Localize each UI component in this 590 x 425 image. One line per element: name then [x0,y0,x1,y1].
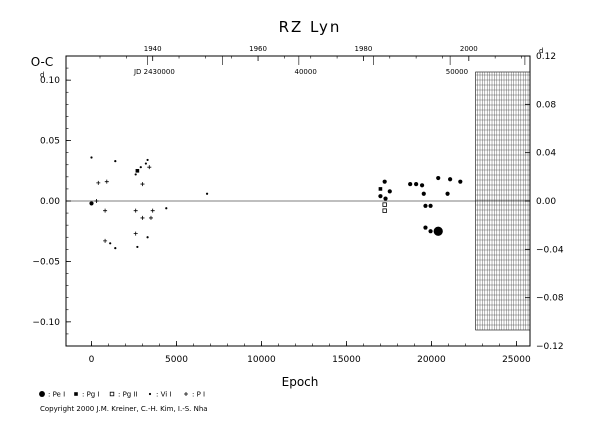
legend-label: : Pg II [118,391,138,399]
data-point-circle [419,183,425,188]
chart-title: RZ Lyn [279,18,342,36]
x-tick-label: 15000 [332,355,361,365]
y-right-tick-label: 0.12 [536,52,556,62]
data-point-plus [94,199,99,203]
data-point-open-square [382,208,387,213]
data-point-plus [133,231,138,236]
legend-label: : Pe I [48,391,65,399]
data-point-dot [144,162,147,165]
data-point-circle [382,179,387,184]
legend-label: : Vi I [156,391,171,399]
x-axis-label: Epoch [282,375,319,389]
data-point-plus [150,208,155,213]
legend-symbol-dot [148,392,152,396]
y-left-degree-mark: d [40,71,44,79]
data-point-circle [378,194,383,199]
y-right-tick-label: −0.12 [536,342,564,352]
data-point-dot [109,242,112,245]
data-point-dot [134,173,137,176]
data-point-dot [139,166,142,169]
data-point-dot [146,158,149,162]
x-tick-label: 20000 [417,355,446,365]
x-tick-label: 10000 [247,355,276,365]
data-point-circle [428,229,433,234]
jd-label: 50000 [446,68,468,76]
y-right-tick-label: 0.08 [536,100,556,110]
x-tick-label: 25000 [502,355,531,365]
y-right-tick-label: 0.04 [536,149,556,159]
data-point-dot [114,247,117,250]
y-right-tick-label: 0.00 [536,197,556,207]
data-point-plus [96,180,101,185]
data-point-plus [147,165,152,170]
jd-label: JD 2430000 [133,68,175,76]
data-point-dot [136,245,139,249]
x-tick-label: 5000 [165,355,188,365]
data-point-circle [414,181,419,187]
data-point-dot [114,160,117,163]
legend-label: : P I [192,391,205,399]
data-point-plus [103,208,108,213]
legend: : Pe I : Pg I : Pg II : Vi I : P I [39,391,205,399]
year-tick-label: 1980 [355,45,373,53]
data-point-plus [140,215,145,220]
data-point-plus [103,238,108,243]
legend-symbol-square [74,392,78,396]
data-point-plus [104,179,109,184]
legend-label: : Pg I [82,391,100,399]
data-point-plus [148,215,153,220]
legend-symbol-circle [39,391,45,397]
legend-symbol-open-square [109,391,115,397]
data-point-dot [90,156,93,159]
data-point-square [135,168,140,173]
y-left-tick-label: −0.05 [32,257,60,267]
data-point-circle [89,201,94,206]
y-right-degree-mark: d [539,47,543,55]
data-point-plus [133,208,138,213]
data-point-circle [383,196,388,201]
year-tick-label: 1960 [249,45,267,53]
copyright-text: Copyright 2000 J.M. Kreiner, C.-H. Kim, … [40,405,208,413]
data-point-circle [433,226,443,236]
data-point-circle [458,179,463,184]
year-tick-label: 1940 [144,45,162,53]
data-point-circle [423,225,428,230]
y-axis-label: O-C [31,55,54,69]
data-point-circle [448,177,453,182]
y-left-tick-label: 0.00 [40,197,60,207]
axis-ticks: 0 5000 10000 15000 20000 250000.10d0.050.00−0… [32,45,563,365]
x-tick-label: 0 [89,355,95,365]
y-right-tick-label: −0.04 [536,245,564,255]
data-point-circle [387,189,392,194]
y-left-tick-label: −0.10 [32,318,60,328]
data-point-open-square [382,202,387,207]
y-left-tick-label: 0.05 [40,137,60,147]
data-point-dot [146,236,149,239]
data-points [89,156,463,250]
data-point-circle [436,175,441,181]
data-point-circle [421,191,426,196]
data-point-circle [423,203,428,208]
data-point-dot [205,192,209,195]
data-point-dot [165,207,168,210]
year-tick-label: 2000 [460,45,478,53]
legend-symbol-plus [184,392,188,396]
jd-label: 40000 [295,68,317,76]
y-right-tick-label: −0.08 [536,294,564,304]
data-point-circle [428,203,433,208]
data-point-plus [140,182,145,187]
data-point-circle [445,191,450,196]
data-point-square [378,187,383,191]
y-left-tick-label: 0.10 [40,76,60,86]
data-point-circle [408,181,413,187]
